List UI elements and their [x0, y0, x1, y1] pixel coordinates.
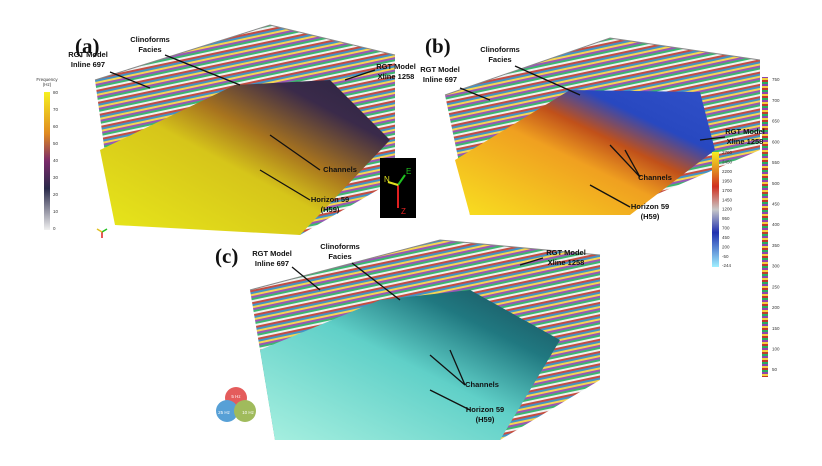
rgb-blend-legend: 5 Hz 25 Hz 10 Hz — [216, 387, 256, 422]
inline-annotation: RGT Model — [420, 65, 460, 74]
colorbar-tick: 650 — [772, 119, 780, 124]
green-channel: 10 Hz — [242, 410, 255, 415]
colorbar-tick: 400 — [772, 222, 780, 227]
colorbar-tick: 2450 — [722, 160, 733, 165]
colorbar-title: (Hz) — [43, 82, 52, 87]
panel-b-volume — [444, 37, 761, 215]
clinoforms-annotation: Facies — [138, 45, 161, 54]
channels-annotation: Channels — [465, 380, 499, 389]
horizon-annotation: (H59) — [476, 415, 495, 424]
colorbar-tick: 10 — [53, 209, 59, 214]
compass-down: Z — [401, 207, 406, 216]
blue-channel: 25 Hz — [218, 410, 231, 415]
compass-east: E — [406, 167, 411, 176]
colorbar-tick: 0 — [53, 226, 56, 231]
xline-annotation: RGT Model — [725, 127, 765, 136]
clinoforms-annotation: Clinoforms — [480, 45, 520, 54]
panel-label: (b) — [425, 34, 451, 58]
colorbar-tick: 200 — [772, 305, 780, 310]
colorbar-tick: 50 — [772, 367, 778, 372]
horizon-annotation: Horizon 59 — [631, 202, 669, 211]
clinoforms-annotation: Clinoforms — [130, 35, 170, 44]
colorbar-tick: 450 — [722, 235, 730, 240]
colorbar-tick: 1950 — [722, 178, 733, 183]
colorbar-tick: 700 — [722, 226, 730, 231]
inline-annotation: RGT Model — [252, 249, 292, 258]
colorbar-tick: 70 — [53, 107, 59, 112]
xline-annotation: RGT Model — [376, 62, 416, 71]
horizon-annotation: (H59) — [641, 212, 660, 221]
amplitude-colorbar — [712, 152, 719, 267]
colorbar-tick: 20 — [53, 192, 59, 197]
inline-annotation: Inline 697 — [255, 259, 289, 268]
small-axes-icon — [96, 228, 108, 238]
colorbar-tick: 1200 — [722, 207, 733, 212]
frequency-colorbar — [44, 92, 50, 230]
panel-label: (a) — [75, 34, 100, 58]
colorbar-tick: 150 — [772, 326, 780, 331]
colorbar-tick: 550 — [772, 160, 780, 165]
clinoforms-annotation: Facies — [328, 252, 351, 261]
xline-annotation: Xline 1258 — [548, 258, 585, 267]
colorbar-tick: 500 — [772, 181, 780, 186]
channels-annotation: Channels — [638, 173, 672, 182]
inline-annotation: Inline 697 — [423, 75, 457, 84]
channels-annotation: Channels — [323, 165, 357, 174]
colorbar-tick: 1700 — [722, 188, 733, 193]
pointer-arrows — [109, 54, 726, 411]
compass: N E Z — [380, 158, 416, 218]
xline-annotation: Xline 1258 — [378, 72, 415, 81]
colorbar-tick: 250 — [772, 284, 780, 289]
panel-a-volume — [94, 24, 396, 235]
colorbar-tick: -50 — [722, 254, 729, 259]
colorbar-tick: 100 — [772, 346, 780, 351]
colorbar-tick: 50 — [53, 141, 59, 146]
colorbar-tick: 600 — [772, 139, 780, 144]
clinoforms-annotation: Facies — [488, 55, 511, 64]
clinoforms-annotation: Clinoforms — [320, 242, 360, 251]
colorbar-tick: 350 — [772, 243, 780, 248]
compass-north: N — [384, 175, 390, 184]
colorbar-tick: 450 — [772, 201, 780, 206]
colorbar-tick: 1450 — [722, 197, 733, 202]
colorbar-tick: 300 — [772, 264, 780, 269]
colorbar-tick: -244 — [722, 263, 732, 268]
colorbar-tick: 60 — [53, 124, 59, 129]
horizon-annotation: (H59) — [321, 205, 340, 214]
colorbar-tick: 2200 — [722, 169, 733, 174]
red-channel: 5 Hz — [231, 394, 241, 399]
colorbar-tick: 80 — [53, 90, 59, 95]
colorbar-tick: 750 — [772, 77, 780, 82]
colorbar-tick: 2700 — [722, 150, 733, 155]
xline-annotation: Xline 1258 — [727, 137, 764, 146]
colorbar-tick: 30 — [53, 175, 59, 180]
horizon-annotation: Horizon 59 — [466, 405, 504, 414]
colorbar-title: Frequency — [36, 77, 58, 82]
xline-annotation: RGT Model — [546, 248, 586, 257]
horizon-annotation: Horizon 59 — [311, 195, 349, 204]
colorbar-tick: 40 — [53, 158, 59, 163]
colorbar-tick: 950 — [722, 216, 730, 221]
panel-c-volume — [249, 239, 601, 440]
colorbar-tick: 200 — [722, 244, 730, 249]
colorbar-tick: 700 — [772, 98, 780, 103]
inline-annotation: Inline 697 — [71, 60, 105, 69]
panel-label: (c) — [215, 244, 238, 268]
rgt-colorbar — [762, 77, 768, 377]
inline-annotation: RGT Model — [68, 50, 108, 59]
